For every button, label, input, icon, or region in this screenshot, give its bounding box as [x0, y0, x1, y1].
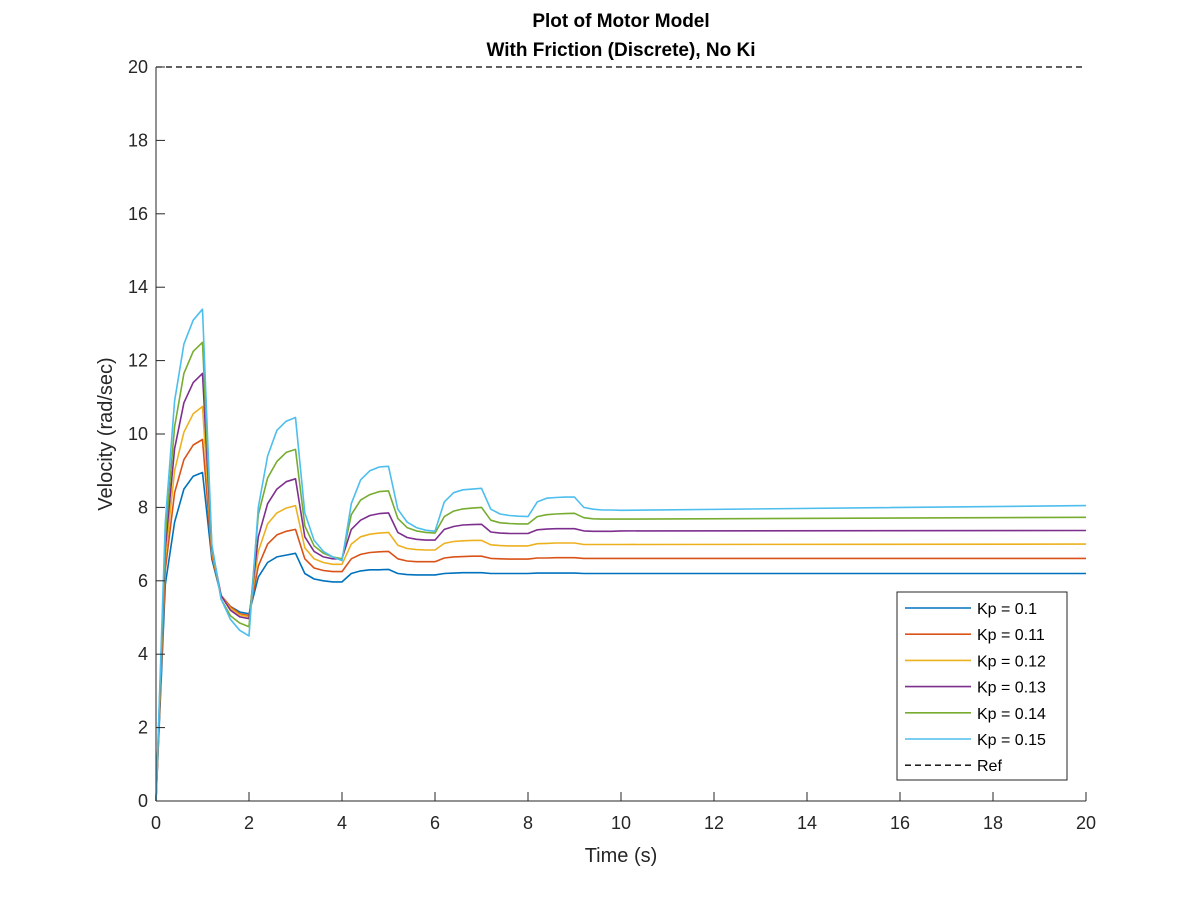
x-tick-label: 10: [611, 813, 631, 833]
y-tick-label: 16: [128, 204, 148, 224]
legend-label-7: Ref: [977, 758, 1002, 775]
x-tick-label: 16: [890, 813, 910, 833]
y-tick-label: 14: [128, 277, 148, 297]
chart-title-line-2: With Friction (Discrete), No Ki: [486, 40, 755, 61]
x-tick-label: 12: [704, 813, 724, 833]
legend-label-2: Kp = 0.11: [977, 627, 1045, 644]
y-tick-label: 0: [138, 791, 148, 811]
series-line-6: [155, 308, 1087, 802]
legend-label-4: Kp = 0.13: [977, 680, 1046, 697]
x-axis-label: Time (s): [585, 845, 658, 867]
x-tick-label: 20: [1076, 813, 1096, 833]
y-tick-label: 18: [128, 130, 148, 150]
y-tick-label: 8: [138, 497, 148, 517]
x-tick-label: 2: [244, 813, 254, 833]
legend-label-5: Kp = 0.14: [977, 706, 1046, 723]
legend-label-1: Kp = 0.1: [977, 601, 1037, 618]
x-tick-label: 4: [337, 813, 347, 833]
x-tick-label: 6: [430, 813, 440, 833]
y-tick-label: 4: [138, 644, 148, 664]
series-line-5: [155, 341, 1087, 802]
x-tick-label: 18: [983, 813, 1003, 833]
x-tick-label: 0: [151, 813, 161, 833]
series-line-3: [155, 405, 1087, 802]
series-line-4: [155, 372, 1087, 802]
chart-title-line-1: Plot of Motor Model: [532, 11, 709, 32]
y-tick-label: 20: [128, 57, 148, 77]
y-tick-label: 2: [138, 718, 148, 738]
series-line-2: [155, 438, 1086, 802]
legend-label-6: Kp = 0.15: [977, 732, 1046, 749]
y-tick-label: 10: [128, 424, 148, 444]
y-tick-label: 12: [128, 351, 148, 371]
legend: Kp = 0.1 Kp = 0.11 Kp = 0.12 Kp = 0.13 Kp = …: [896, 591, 1068, 781]
y-tick-label: 6: [138, 571, 148, 591]
legend-label-3: Kp = 0.12: [977, 653, 1046, 670]
ticks-layer: 0 2 4 6 8 10 12 14 16 18 20 0 2 4 6 8 10 12 14 16 18 20: [128, 57, 1096, 833]
series-layer: [155, 66, 1087, 802]
x-tick-label: 8: [523, 813, 533, 833]
y-axis-label: Velocity (rad/sec): [95, 357, 117, 510]
x-tick-label: 14: [797, 813, 817, 833]
